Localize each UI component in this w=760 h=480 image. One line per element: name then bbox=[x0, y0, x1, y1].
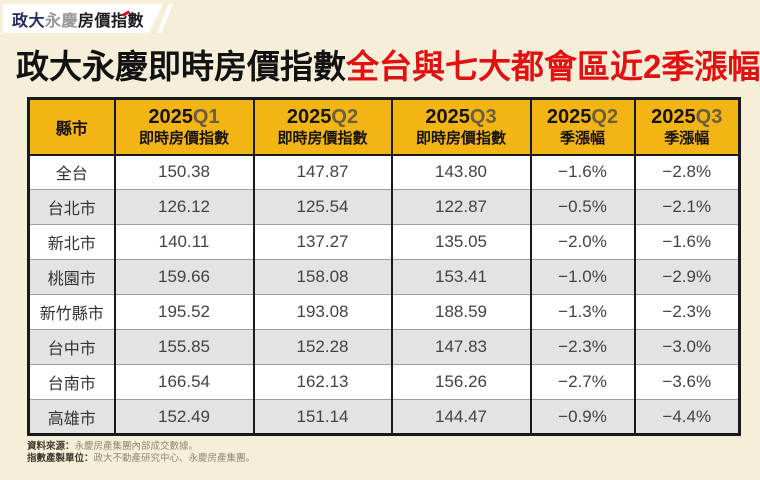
page-title-black-segment: 政大永慶即時房價指數 bbox=[16, 48, 346, 85]
table-row: 高雄市 152.49 151.14 144.47 −0.9% −4.4% bbox=[28, 399, 740, 435]
value-cell: 156.26 bbox=[390, 364, 531, 400]
value-cell: −1.6% bbox=[529, 154, 635, 190]
table-row: 台南市 166.54 162.13 156.26 −2.7% −3.6% bbox=[28, 364, 740, 400]
footnote-source-label: 資料來源： bbox=[27, 441, 75, 452]
logo-text-part2: 永慶 bbox=[45, 12, 79, 30]
column-header-2025q3-change: 2025Q3 季漲幅 bbox=[633, 98, 740, 155]
value-cell: −1.3% bbox=[529, 294, 635, 330]
value-cell: 147.83 bbox=[390, 329, 531, 365]
value-cell: 140.11 bbox=[113, 224, 254, 260]
value-cell: −3.6% bbox=[633, 364, 740, 400]
value-cell: 166.54 bbox=[113, 364, 254, 400]
value-cell: 143.80 bbox=[390, 154, 531, 190]
page-title: 政大永慶即時房價指數全台與七大都會區近2季漲幅 bbox=[16, 46, 760, 88]
column-header-2025q3-index: 2025Q3 即時房價指數 bbox=[390, 98, 531, 155]
value-cell: −2.1% bbox=[633, 189, 740, 225]
value-cell: 153.41 bbox=[390, 259, 531, 295]
table-header-row: 縣市 2025Q1 即時房價指數 2025Q2 即時房價指數 2025Q3 即時… bbox=[28, 98, 740, 155]
value-cell: −2.0% bbox=[529, 224, 635, 260]
city-cell: 高雄市 bbox=[28, 399, 115, 435]
table-row: 台中市 155.85 152.28 147.83 −2.3% −3.0% bbox=[28, 329, 740, 365]
table-row: 新北市 140.11 137.27 135.05 −2.0% −1.6% bbox=[28, 224, 740, 260]
value-cell: 144.47 bbox=[390, 399, 531, 435]
table-header: 縣市 2025Q1 即時房價指數 2025Q2 即時房價指數 2025Q3 即時… bbox=[28, 98, 740, 155]
city-cell: 新竹縣市 bbox=[39, 306, 104, 323]
value-cell: −2.7% bbox=[529, 364, 635, 400]
city-cell: 桃園市 bbox=[28, 259, 115, 295]
value-cell: −2.8% bbox=[633, 154, 740, 190]
footnotes: 資料來源：永慶房產集團內部成交數據。 指數產製單位：政大不動產研究中心、永慶房產… bbox=[27, 441, 255, 465]
value-cell: 152.28 bbox=[252, 329, 392, 365]
column-header-2025q2-index: 2025Q2 即時房價指數 bbox=[252, 98, 392, 155]
value-cell: 162.13 bbox=[252, 364, 392, 400]
value-cell: 147.87 bbox=[252, 154, 392, 190]
table-row: 全台 150.38 147.87 143.80 −1.6% −2.8% bbox=[29, 154, 740, 190]
value-cell: 126.12 bbox=[113, 189, 254, 225]
value-cell: 152.49 bbox=[113, 399, 254, 435]
value-cell: 150.38 bbox=[113, 154, 254, 190]
value-cell: 158.08 bbox=[252, 259, 392, 295]
value-cell: −3.0% bbox=[633, 329, 740, 365]
value-cell: 125.54 bbox=[252, 189, 392, 225]
value-cell: 137.27 bbox=[252, 224, 392, 260]
column-header-2025q1-index: 2025Q1 即時房價指數 bbox=[113, 98, 254, 155]
table-row: 桃園市 159.66 158.08 153.41 −1.0% −2.9% bbox=[28, 259, 740, 295]
value-cell: 135.05 bbox=[390, 224, 531, 260]
city-cell: 台中市 bbox=[28, 329, 115, 365]
city-cell: 台南市 bbox=[47, 376, 96, 393]
value-cell: −0.9% bbox=[529, 399, 635, 435]
value-cell: 193.08 bbox=[252, 294, 392, 330]
table-row: 台北市 126.12 125.54 122.87 −0.5% −2.1% bbox=[28, 189, 740, 225]
value-cell: 122.87 bbox=[390, 189, 531, 225]
value-cell: −1.0% bbox=[529, 259, 635, 295]
logo-text-part3: 房價指數 bbox=[78, 12, 145, 30]
footnote-source-text: 永慶房產集團內部成交數據。 bbox=[74, 441, 199, 452]
value-cell: 155.85 bbox=[113, 329, 254, 365]
value-cell: −1.6% bbox=[633, 224, 740, 260]
logo-text-part1: 政大 bbox=[12, 12, 46, 30]
footnote-producer-text: 政大不動產研究中心、永慶房產集團。 bbox=[93, 453, 256, 464]
city-cell: 新北市 bbox=[47, 236, 96, 253]
footnote-source: 資料來源：永慶房產集團內部成交數據。 bbox=[27, 441, 255, 453]
table-row: 新竹縣市 195.52 193.08 188.59 −1.3% −2.3% bbox=[28, 294, 740, 330]
footnote-producer-label: 指數產製單位： bbox=[27, 453, 94, 464]
value-cell: 188.59 bbox=[390, 294, 531, 330]
city-cell: 全台 bbox=[55, 166, 88, 184]
value-cell: 159.66 bbox=[113, 259, 254, 295]
value-cell: −0.5% bbox=[529, 189, 635, 225]
brand-logo: 政大 永慶 房價指數 bbox=[3, 4, 163, 33]
value-cell: −4.4% bbox=[633, 399, 740, 435]
city-cell: 台北市 bbox=[28, 189, 115, 225]
column-header-2025q2-change: 2025Q2 季漲幅 bbox=[529, 98, 635, 155]
table-body: 全台 150.38 147.87 143.80 −1.6% −2.8% 台北市 … bbox=[28, 154, 740, 435]
value-cell: 151.14 bbox=[252, 399, 392, 435]
price-index-table: 縣市 2025Q1 即時房價指數 2025Q2 即時房價指數 2025Q3 即時… bbox=[27, 97, 741, 436]
footnote-producer: 指數產製單位：政大不動產研究中心、永慶房產集團。 bbox=[27, 453, 255, 465]
value-cell: 195.52 bbox=[113, 294, 254, 330]
value-cell: −2.3% bbox=[529, 329, 635, 365]
page-title-red-segment: 全台與七大都會區近2季漲幅 bbox=[346, 48, 760, 85]
column-header-city: 縣市 bbox=[28, 98, 115, 155]
value-cell: −2.9% bbox=[633, 259, 740, 295]
value-cell: −2.3% bbox=[633, 294, 740, 330]
